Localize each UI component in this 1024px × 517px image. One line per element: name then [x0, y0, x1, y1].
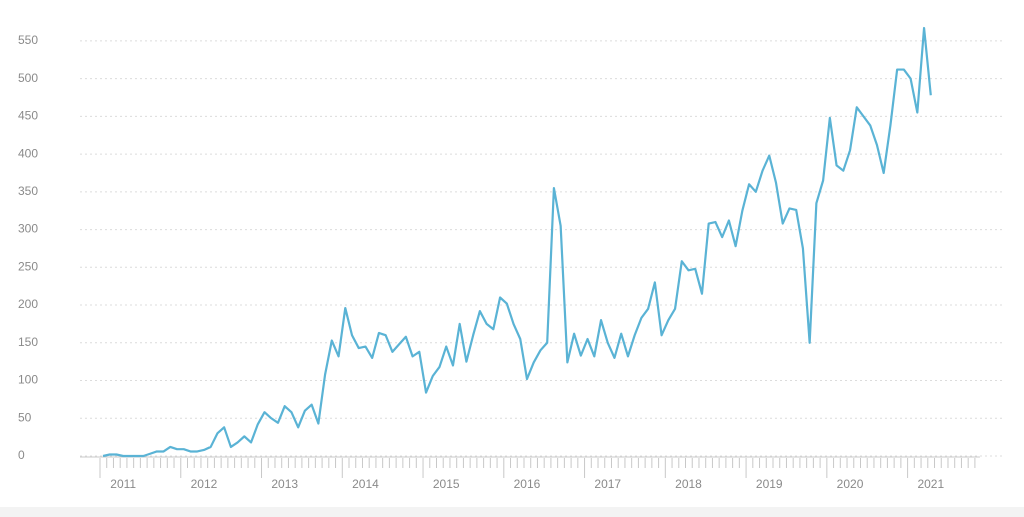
y-tick-label: 300	[18, 222, 38, 236]
x-tick-label: 2018	[675, 477, 702, 491]
y-tick-label: 150	[18, 335, 38, 349]
y-tick-label: 400	[18, 146, 38, 160]
y-tick-label: 450	[18, 109, 38, 123]
x-tick-label: 2016	[514, 477, 541, 491]
y-tick-label: 550	[18, 33, 38, 47]
data-line	[102, 26, 932, 458]
y-tick-label: 500	[18, 71, 38, 85]
bottom-strip	[0, 507, 1024, 517]
y-tick-label: 350	[18, 184, 38, 198]
y-tick-label: 0	[18, 448, 25, 462]
x-tick-label: 2021	[917, 477, 944, 491]
x-tick-label: 2019	[756, 477, 783, 491]
x-tick-label: 2017	[594, 477, 621, 491]
x-tick-label: 2012	[191, 477, 218, 491]
x-tick-label: 2020	[837, 477, 864, 491]
y-tick-label: 50	[18, 410, 32, 424]
y-tick-label: 200	[18, 297, 38, 311]
x-tick-label: 2013	[271, 477, 298, 491]
x-tick-label: 2014	[352, 477, 379, 491]
y-tick-label: 250	[18, 259, 38, 273]
y-tick-label: 100	[18, 373, 38, 387]
x-tick-label: 2015	[433, 477, 460, 491]
x-tick-label: 2011	[110, 477, 136, 491]
